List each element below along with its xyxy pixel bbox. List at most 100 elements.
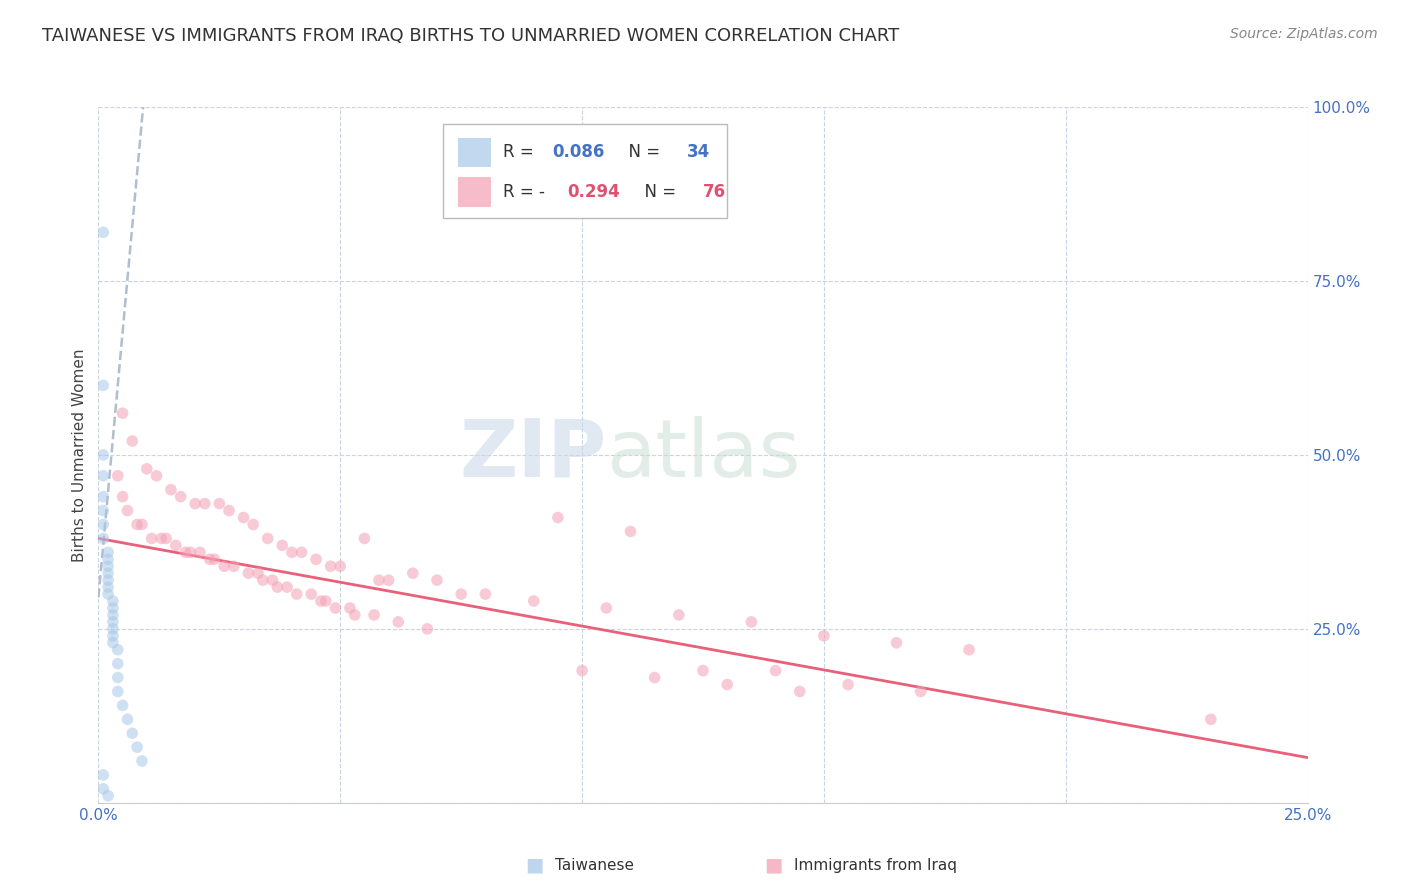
Point — [547, 510, 569, 524]
Text: atlas: atlas — [606, 416, 800, 494]
Point — [97, 566, 120, 581]
Text: N =: N = — [619, 144, 665, 161]
Point — [595, 601, 617, 615]
Point — [523, 594, 546, 608]
Text: 76: 76 — [703, 183, 725, 201]
Point — [174, 545, 197, 559]
Point — [910, 684, 932, 698]
Point — [262, 573, 284, 587]
Point — [319, 559, 342, 574]
Point — [281, 545, 304, 559]
Point — [121, 434, 143, 448]
Point — [474, 587, 496, 601]
Text: ■: ■ — [524, 855, 544, 875]
Point — [101, 594, 124, 608]
Point — [131, 754, 153, 768]
Point — [101, 607, 124, 622]
Point — [813, 629, 835, 643]
Point — [117, 503, 139, 517]
Point — [91, 378, 114, 392]
Text: TAIWANESE VS IMMIGRANTS FROM IRAQ BIRTHS TO UNMARRIED WOMEN CORRELATION CHART: TAIWANESE VS IMMIGRANTS FROM IRAQ BIRTHS… — [42, 27, 900, 45]
Point — [97, 580, 120, 594]
Point — [107, 642, 129, 657]
Text: 34: 34 — [688, 144, 710, 161]
Point — [91, 225, 114, 239]
Text: Source: ZipAtlas.com: Source: ZipAtlas.com — [1230, 27, 1378, 41]
Point — [91, 517, 114, 532]
Text: ZIP: ZIP — [458, 416, 606, 494]
Point — [252, 573, 274, 587]
Point — [111, 698, 134, 713]
Point — [91, 448, 114, 462]
Point — [97, 559, 120, 574]
Point — [91, 781, 114, 796]
Point — [363, 607, 385, 622]
Text: Taiwanese: Taiwanese — [555, 858, 634, 872]
Text: N =: N = — [634, 183, 682, 201]
Point — [204, 552, 226, 566]
Point — [169, 490, 191, 504]
Point — [101, 629, 124, 643]
Point — [222, 559, 245, 574]
Point — [218, 503, 240, 517]
Point — [97, 587, 120, 601]
Point — [305, 552, 328, 566]
Point — [117, 712, 139, 726]
Point — [208, 497, 231, 511]
Point — [343, 607, 366, 622]
Point — [194, 497, 217, 511]
Point — [127, 740, 149, 755]
Point — [309, 594, 332, 608]
Text: 0.086: 0.086 — [553, 144, 605, 161]
Point — [160, 483, 183, 497]
Point — [101, 622, 124, 636]
Point — [387, 615, 409, 629]
Point — [402, 566, 425, 581]
Point — [692, 664, 714, 678]
Point — [121, 726, 143, 740]
Point — [353, 532, 375, 546]
Point — [145, 468, 167, 483]
Point — [571, 664, 593, 678]
Point — [329, 559, 352, 574]
Point — [127, 517, 149, 532]
Point — [212, 559, 235, 574]
Point — [957, 642, 980, 657]
Point — [426, 573, 449, 587]
Point — [339, 601, 361, 615]
Point — [188, 545, 211, 559]
Point — [91, 503, 114, 517]
Point — [299, 587, 322, 601]
Point — [1199, 712, 1222, 726]
Point — [91, 468, 114, 483]
Point — [368, 573, 391, 587]
Bar — [457, 137, 492, 167]
Point — [668, 607, 690, 622]
Text: Immigrants from Iraq: Immigrants from Iraq — [794, 858, 957, 872]
Point — [97, 573, 120, 587]
Point — [325, 601, 347, 615]
Point — [290, 545, 312, 559]
Point — [101, 636, 124, 650]
Text: 0.294: 0.294 — [568, 183, 620, 201]
Point — [450, 587, 472, 601]
Point — [276, 580, 298, 594]
Point — [107, 468, 129, 483]
Point — [91, 768, 114, 782]
Y-axis label: Births to Unmarried Women: Births to Unmarried Women — [72, 348, 87, 562]
Point — [107, 671, 129, 685]
Point — [644, 671, 666, 685]
Point — [131, 517, 153, 532]
Point — [765, 664, 787, 678]
Point — [101, 601, 124, 615]
Point — [238, 566, 260, 581]
Point — [716, 677, 738, 691]
Point — [107, 684, 129, 698]
Point — [97, 552, 120, 566]
Point — [179, 545, 201, 559]
Point — [377, 573, 399, 587]
Point — [141, 532, 163, 546]
Text: ■: ■ — [763, 855, 783, 875]
Text: R = -: R = - — [503, 183, 546, 201]
Point — [247, 566, 270, 581]
